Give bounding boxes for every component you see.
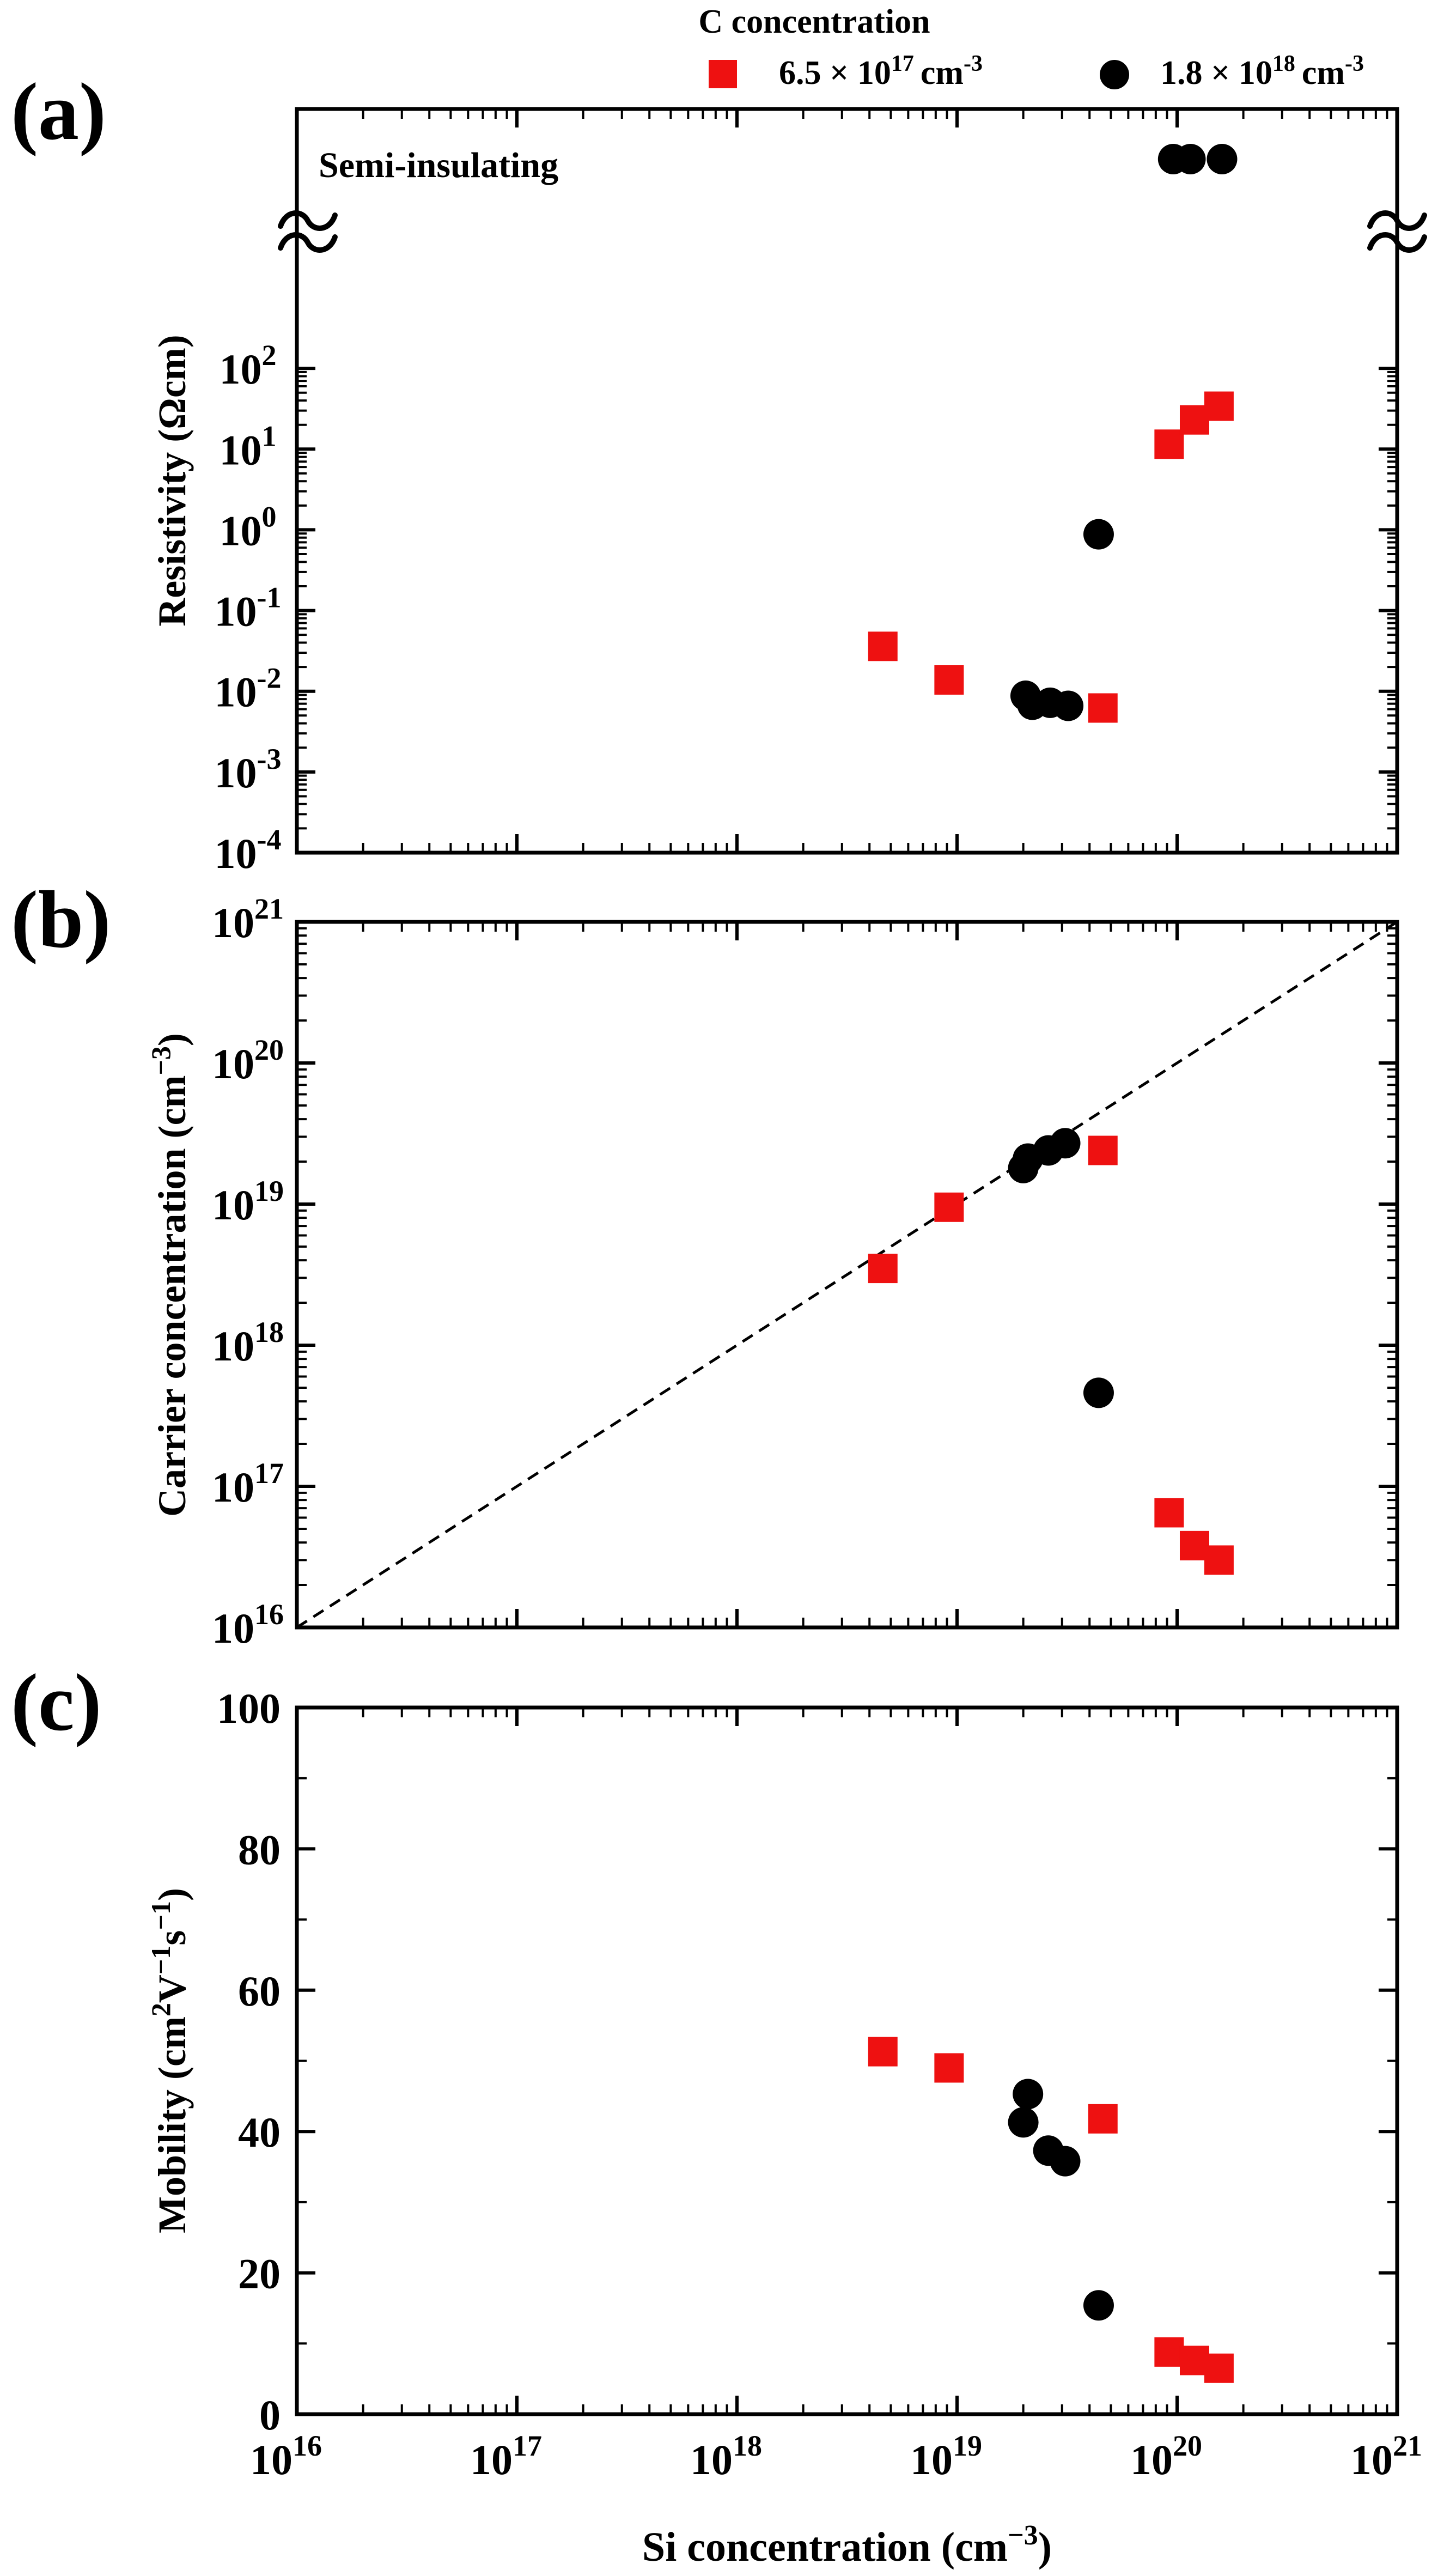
- data-point-square-a: [934, 665, 964, 695]
- y-tick-label-c: 80: [238, 1826, 281, 1873]
- legend-2-coef: 1.8 × 10: [1160, 54, 1272, 92]
- y-label-b-exp: −3: [145, 1046, 176, 1076]
- y-tick-label-a: 10-2: [215, 662, 282, 716]
- y-label-c-v-exp: −1: [145, 1946, 176, 1975]
- y-tick-label-c: 40: [238, 2109, 281, 2156]
- data-point-circle-b: [1050, 1128, 1081, 1159]
- data-point-square-b: [1204, 1545, 1234, 1575]
- y-axis-label-a: Resistivity (Ωcm): [150, 335, 194, 627]
- axis-break-right: [1367, 210, 1427, 253]
- data-point-square-c: [1088, 2104, 1118, 2134]
- data-point-square-b: [868, 1254, 898, 1284]
- data-point-square-b: [1088, 1135, 1118, 1165]
- panel-c-frame: [295, 1705, 1399, 2416]
- y-tick-label-c: 0: [259, 2391, 281, 2439]
- x-label-close: ): [1038, 2524, 1052, 2570]
- data-point-circle-a: [1207, 144, 1238, 174]
- y-tick-label-b: 1020: [212, 1034, 284, 1087]
- x-axis-label: Si concentration (cm−3): [642, 2520, 1052, 2570]
- x-tick-label: 1019: [910, 2429, 982, 2483]
- y-tick-label-a: 102: [220, 339, 277, 393]
- y-tick-label-c: 60: [238, 1967, 281, 2015]
- semi-insulating-annotation: Semi-insulating: [319, 145, 558, 185]
- data-point-circle-b: [1083, 1377, 1114, 1408]
- y-label-c-s: s: [150, 1930, 194, 1946]
- panel-label-a: (a): [11, 66, 106, 157]
- legend-1-coef: 6.5 × 10: [779, 54, 891, 92]
- data-point-square-c: [868, 2037, 898, 2067]
- data-point-square-a: [1154, 429, 1184, 459]
- data-point-square-c: [1154, 2337, 1184, 2367]
- legend-1-exp: 17: [891, 51, 914, 76]
- legend-title: C concentration: [698, 3, 930, 40]
- data-point-circle-a: [1053, 690, 1084, 721]
- panel-label-c: (c): [11, 1657, 101, 1748]
- data-point-circle-c: [1083, 2290, 1114, 2321]
- y-tick-label-c: 20: [238, 2250, 281, 2298]
- y-label-c-close: ): [150, 1888, 194, 1901]
- y-label-b-text: Carrier concentration (cm: [150, 1076, 194, 1517]
- data-point-circle-c: [1008, 2107, 1039, 2138]
- data-point-square-a: [868, 631, 898, 661]
- x-tick-label: 1018: [690, 2429, 762, 2483]
- x-label-text: Si concentration (cm: [642, 2524, 1008, 2570]
- data-point-square-c: [1204, 2353, 1234, 2383]
- data-point-circle-a: [1083, 519, 1114, 550]
- axis-break-left: [278, 210, 338, 253]
- y-label-c-2: 2: [145, 2003, 176, 2016]
- legend-1-unit: cm: [921, 54, 964, 92]
- x-tick-label: 1017: [470, 2429, 542, 2483]
- data-point-square-b: [934, 1192, 964, 1222]
- y-axis-label-b: Carrier concentration (cm−3): [145, 1033, 194, 1517]
- y-tick-label-a: 10-4: [215, 823, 282, 877]
- chart-marks: 10-4 10-3 10-2 10-1 100 101 102 1016 1017 1018 101…: [212, 109, 1422, 2483]
- x-tick-label: 1016: [250, 2429, 322, 2483]
- y-tick-label-a: 10-3: [215, 743, 282, 797]
- y-label-c-text: Mobility (cm: [150, 2016, 194, 2233]
- y-tick-label-b: 1021: [212, 892, 284, 946]
- x-label-exp: −3: [1008, 2520, 1038, 2551]
- y-label-c-v: V: [150, 1974, 194, 2003]
- y-tick-label-a: 100: [220, 500, 277, 554]
- legend-label-series-1: 6.5 × 1017 cm-3: [779, 51, 983, 92]
- data-point-square-c: [934, 2053, 964, 2083]
- y-tick-label-a: 10-1: [215, 581, 282, 635]
- y-axis-label-c: Mobility (cm2V−1s−1): [145, 1888, 194, 2233]
- reference-line-dashed: [296, 920, 1398, 1629]
- panel-b-frame: [295, 920, 1399, 1630]
- data-point-square-a: [1088, 693, 1118, 723]
- data-point-circle-c: [1013, 2079, 1044, 2110]
- y-label-b-close: ): [150, 1033, 194, 1046]
- legend-2-exp: 18: [1272, 51, 1295, 76]
- legend-marker-square: [709, 60, 737, 88]
- y-tick-label-b: 1018: [212, 1316, 284, 1370]
- panel-a-frame: [295, 107, 1399, 855]
- legend-1-unit-exp: -3: [964, 51, 983, 76]
- y-tick-label-b: 1019: [212, 1175, 284, 1229]
- data-point-square-b: [1154, 1498, 1184, 1528]
- legend-2-unit-exp: -3: [1345, 51, 1364, 76]
- data-point-circle-c: [1050, 2146, 1081, 2177]
- data-point-circle-a: [1175, 144, 1206, 174]
- legend-label-series-2: 1.8 × 1018 cm-3: [1160, 51, 1364, 92]
- x-tick-label: 1020: [1130, 2429, 1202, 2483]
- y-tick-label-a: 101: [220, 420, 277, 473]
- y-label-c-s-exp: −1: [145, 1901, 176, 1930]
- data-point-square-a: [1204, 391, 1234, 421]
- y-tick-label-c: 100: [217, 1685, 281, 1732]
- legend-marker-circle: [1100, 60, 1129, 89]
- y-tick-label-b: 1016: [212, 1598, 284, 1652]
- legend-2-unit: cm: [1302, 54, 1345, 92]
- x-tick-label: 1021: [1350, 2429, 1422, 2483]
- y-tick-label-b: 1017: [212, 1457, 284, 1511]
- panel-label-b: (b): [11, 874, 111, 965]
- legend: C concentration 6.5 × 1017 cm-3 1.8 × 101…: [698, 3, 1364, 92]
